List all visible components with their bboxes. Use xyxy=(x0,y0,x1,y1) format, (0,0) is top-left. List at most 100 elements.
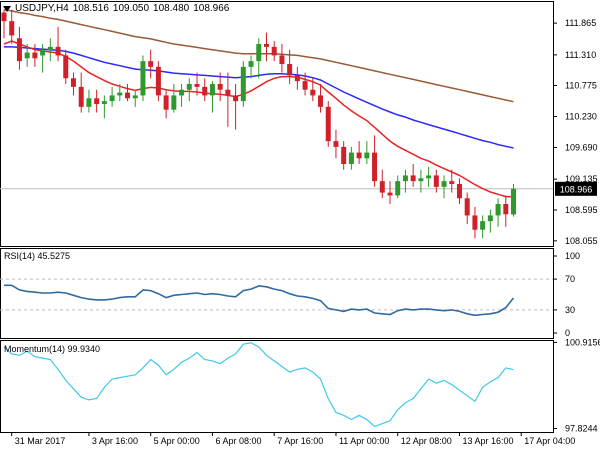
candle-body xyxy=(387,192,393,196)
candle-body xyxy=(472,215,478,230)
candle-body xyxy=(163,95,169,110)
candle-body xyxy=(16,38,22,62)
candle-body xyxy=(495,204,501,216)
candle-body xyxy=(418,178,424,182)
panel-frame-0 xyxy=(0,1,554,247)
candle-body xyxy=(186,84,192,90)
price-axis-label: 110.230 xyxy=(565,112,597,122)
candle-body xyxy=(78,86,84,107)
candle-body xyxy=(433,175,439,187)
candle-body xyxy=(333,141,339,147)
time-axis-label: 17 Apr 04:00 xyxy=(524,436,575,446)
rsi-label: RSI(14) 45.5275 xyxy=(4,251,71,261)
candle-body xyxy=(318,95,324,107)
candle-body xyxy=(464,198,470,216)
candle-body xyxy=(279,55,285,64)
candle-body xyxy=(24,52,30,59)
candle-body xyxy=(256,44,262,62)
time-axis-label: 13 Apr 16:00 xyxy=(462,436,513,446)
candle-body xyxy=(426,175,432,179)
candle-body xyxy=(125,92,131,99)
price-axis-label: 108.055 xyxy=(565,236,598,246)
price-axis-label: 111.865 xyxy=(565,18,596,28)
candle-body xyxy=(225,89,231,96)
candle-body xyxy=(155,66,161,96)
panel-frame-1 xyxy=(0,248,554,339)
rsi-line xyxy=(4,284,515,317)
candle-body xyxy=(109,95,115,102)
candle-body xyxy=(511,188,517,215)
candle-body xyxy=(341,146,347,164)
candle-body xyxy=(148,61,154,67)
candle-body xyxy=(70,78,76,87)
price-axis-label: 110.775 xyxy=(565,80,597,90)
rsi-axis-label: 100 xyxy=(565,251,580,261)
symbol-header: USDJPY,H4 108.516 109.050 108.480 108.96… xyxy=(3,3,229,14)
candle-body xyxy=(202,86,208,96)
candle-body xyxy=(240,66,246,102)
candle-body xyxy=(364,152,370,159)
candle-body xyxy=(40,49,46,56)
candle-body xyxy=(132,95,138,99)
candle-body xyxy=(32,52,38,59)
time-axis-label: 5 Apr 00:00 xyxy=(154,436,200,446)
price-axis-label: 109.690 xyxy=(565,142,598,152)
candle-body xyxy=(395,181,401,196)
candle-body xyxy=(487,215,493,222)
candle-body xyxy=(1,12,7,22)
candle-body xyxy=(456,184,462,199)
momentum-axis-label: 100.9156 xyxy=(565,337,600,347)
ohlc-high: 109.050 xyxy=(112,3,150,14)
rsi-axis-label: 0 xyxy=(565,328,570,338)
candle-body xyxy=(503,204,509,215)
candle-body xyxy=(449,181,455,184)
momentum-axis-label: 97.8244 xyxy=(565,424,598,434)
candle-body xyxy=(302,81,308,90)
time-axis-label: 6 Apr 08:00 xyxy=(215,436,261,446)
candle-body xyxy=(140,61,146,96)
candle-body xyxy=(294,75,300,82)
candle-body xyxy=(217,84,223,90)
candle-body xyxy=(101,101,107,104)
candle-body xyxy=(372,152,378,182)
time-axis-label: 31 Mar 2017 xyxy=(15,436,66,446)
time-axis-label: 11 Apr 00:00 xyxy=(339,436,389,446)
candle-body xyxy=(271,46,277,56)
candle-body xyxy=(310,89,316,96)
price-axis-label: 108.595 xyxy=(565,205,598,215)
time-axis-label: 12 Apr 08:00 xyxy=(401,436,452,446)
candle-body xyxy=(179,89,185,96)
candle-body xyxy=(63,55,69,79)
candle-body xyxy=(287,64,293,76)
candle-body xyxy=(248,61,254,67)
ohlc-close: 108.966 xyxy=(193,3,230,14)
rsi-axis-label: 30 xyxy=(565,305,575,315)
price-badge xyxy=(555,181,597,196)
candle-body xyxy=(94,98,100,104)
candle-body xyxy=(9,21,15,36)
ma-fast-line xyxy=(3,40,514,198)
time-axis-label: 7 Apr 16:00 xyxy=(277,436,323,446)
candle-body xyxy=(233,95,239,102)
candle-body xyxy=(410,175,416,182)
candle-body xyxy=(194,84,200,87)
candle-body xyxy=(402,175,408,182)
rsi-axis-label: 70 xyxy=(565,274,575,284)
candle-body xyxy=(325,106,331,142)
candle-body xyxy=(209,84,215,96)
candle-body xyxy=(47,46,53,50)
collapse-triangle-icon[interactable] xyxy=(3,5,11,12)
momentum-label: Momentum(14) 99.9340 xyxy=(4,344,101,354)
candle-body xyxy=(441,181,447,187)
candle-body xyxy=(86,98,92,107)
candle-body xyxy=(263,44,269,47)
candle-body xyxy=(348,152,354,164)
price-axis-label: 111.310 xyxy=(565,50,596,60)
ohlc-open: 108.516 xyxy=(72,3,109,14)
candle-body xyxy=(171,95,177,110)
candle-body xyxy=(480,221,486,230)
price-badge-value: 108.966 xyxy=(560,184,593,194)
time-axis-label: 3 Apr 16:00 xyxy=(92,436,138,446)
candle-body xyxy=(356,152,362,159)
